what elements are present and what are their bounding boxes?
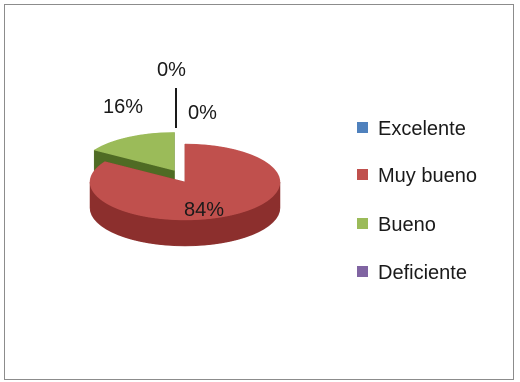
data-label-excelente: 0% (157, 59, 186, 81)
legend-label-deficiente: Deficiente (378, 262, 467, 284)
pie-slice-muy-bueno (89, 143, 281, 221)
legend-item-deficiente: Deficiente (357, 262, 467, 284)
data-label-deficiente: 0% (188, 102, 217, 124)
legend-label-bueno: Bueno (378, 214, 436, 236)
legend-swatch-deficiente (357, 266, 368, 277)
data-label-bueno: 16% (103, 96, 143, 118)
legend: Excelente Muy bueno Bueno Deficiente (357, 118, 477, 284)
legend-swatch-muy-bueno (357, 169, 368, 180)
legend-label-excelente: Excelente (378, 118, 466, 140)
data-label-muy-bueno: 84% (184, 199, 224, 221)
pie-plot-area (89, 132, 281, 247)
legend-swatch-bueno (357, 218, 368, 229)
legend-item-bueno: Bueno (357, 214, 436, 236)
pie-slice-bueno (93, 132, 175, 171)
legend-item-muy-bueno: Muy bueno (357, 165, 477, 187)
legend-item-excelente: Excelente (357, 118, 466, 140)
legend-swatch-excelente (357, 122, 368, 133)
legend-label-muy-bueno: Muy bueno (378, 165, 477, 187)
